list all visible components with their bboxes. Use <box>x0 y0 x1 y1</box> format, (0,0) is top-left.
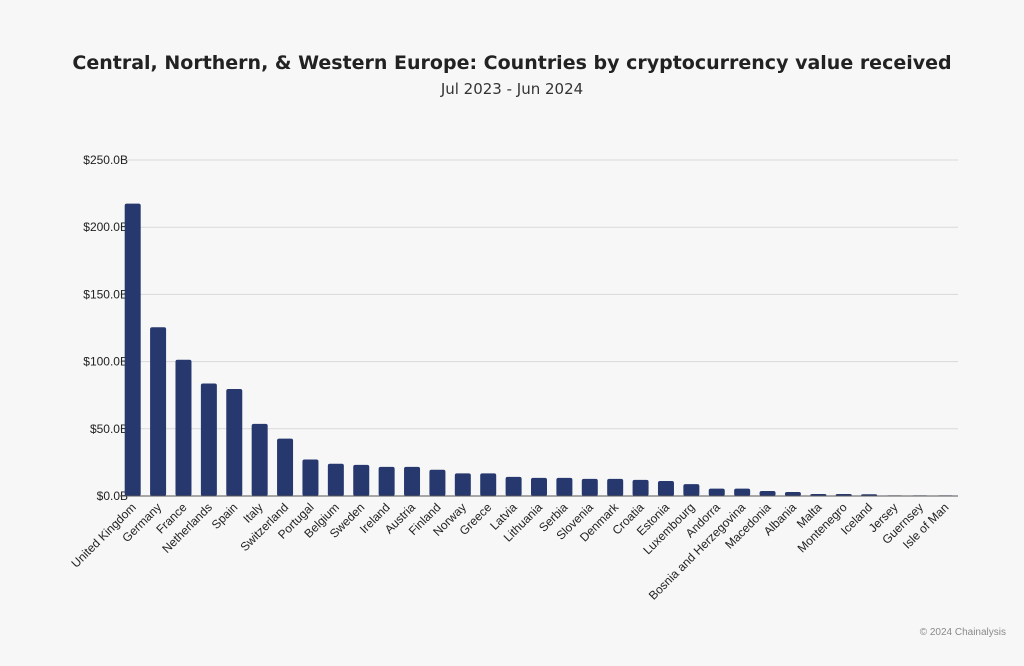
bar <box>150 327 167 496</box>
y-tick-label: $250.0B <box>83 153 128 167</box>
bar <box>429 469 446 496</box>
chart-subtitle: Jul 2023 - Jun 2024 <box>440 80 584 98</box>
bar <box>581 478 598 496</box>
bar <box>200 383 217 496</box>
y-tick-label: $50.0B <box>90 422 128 436</box>
bar <box>327 463 344 496</box>
bar <box>810 493 827 496</box>
y-tick-label: $0.0B <box>97 489 128 503</box>
bar <box>480 473 497 496</box>
bar <box>302 459 319 496</box>
x-tick-label: Spain <box>209 500 241 532</box>
bar <box>226 389 243 496</box>
bar <box>632 479 649 496</box>
bar <box>378 466 395 496</box>
bar <box>454 473 471 496</box>
bar <box>759 491 776 496</box>
bar <box>784 491 801 496</box>
bar <box>556 477 573 496</box>
copyright: © 2024 Chainalysis <box>919 627 1006 638</box>
bar <box>683 484 700 496</box>
bar <box>124 203 141 496</box>
bar <box>734 488 751 496</box>
bar <box>531 477 547 496</box>
bar <box>353 464 370 496</box>
bar <box>251 423 268 496</box>
bar <box>505 476 522 496</box>
bar <box>404 466 421 496</box>
bar <box>175 359 192 496</box>
bar <box>277 438 294 496</box>
bar <box>607 478 624 496</box>
y-tick-label: $200.0B <box>83 220 128 234</box>
chart-title: Central, Northern, & Western Europe: Cou… <box>72 52 952 74</box>
y-tick-label: $100.0B <box>83 355 128 369</box>
bar <box>835 493 852 496</box>
y-tick-label: $150.0B <box>83 287 128 301</box>
bar <box>708 488 725 496</box>
bar <box>657 480 674 496</box>
